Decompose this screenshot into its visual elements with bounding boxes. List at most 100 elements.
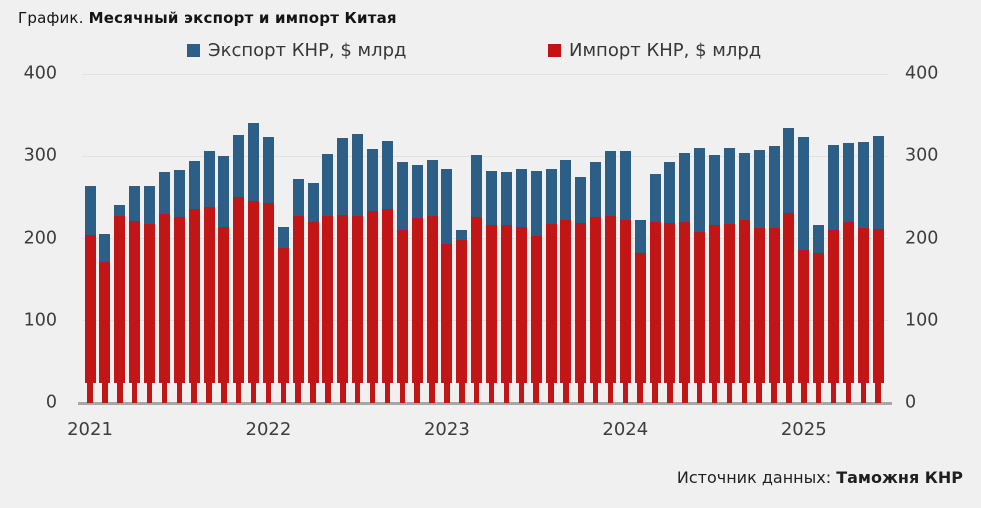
bar-stem-2021-11: [235, 383, 242, 403]
bar-stem-2025-04: [845, 383, 852, 403]
chart-title: График. Месячный экспорт и импорт Китая: [18, 9, 397, 27]
bar-import-2023-04: [486, 225, 497, 383]
bar-stem-2024-07: [711, 383, 718, 403]
bar-import-2024-09: [738, 219, 750, 383]
bar-import-2021-05: [144, 223, 155, 383]
bar-stem-2025-01: [801, 383, 807, 403]
bar-stem-2021-12: [250, 383, 257, 403]
bar-stem-2021-10: [221, 383, 227, 403]
legend-import-label: Импорт КНР, $ млрд: [569, 40, 762, 61]
bar-stem-2021-05: [146, 383, 153, 403]
import-legend-swatch-icon: [548, 44, 561, 57]
y-tick-left-300: 300: [23, 145, 57, 166]
bar-import-2021-09: [203, 207, 215, 383]
bar-import-2022-11: [411, 217, 423, 383]
y-tick-left-400: 400: [23, 63, 57, 84]
chart-title-prefix: График.: [18, 9, 84, 27]
bar-import-2024-01: [619, 220, 631, 383]
bar-stem-2022-05: [325, 383, 331, 403]
bar-import-2022-09: [381, 208, 393, 383]
bar-stem-2024-11: [771, 383, 777, 403]
bar-stem-2024-04: [667, 383, 673, 403]
bar-import-2023-10: [575, 222, 587, 383]
bar-import-2024-07: [709, 224, 720, 383]
bar-stem-2023-09: [563, 383, 569, 403]
bar-stem-2021-07: [176, 383, 182, 403]
x-tick-2022: 2022: [245, 419, 292, 440]
bar-stem-2022-06: [340, 383, 346, 403]
bar-import-2022-05: [322, 216, 334, 383]
bar-import-2023-06: [515, 227, 527, 383]
bar-stem-2022-10: [399, 383, 405, 403]
bar-import-2025-06: [872, 228, 884, 383]
source-note: Источник данных: Таможня КНР: [677, 468, 963, 487]
y-tick-right-200: 200: [905, 227, 939, 248]
bar-stem-2025-06: [875, 383, 881, 403]
bar-stem-2022-12: [429, 383, 435, 403]
y-tick-right-0: 0: [905, 392, 917, 413]
y-tick-right-100: 100: [905, 310, 939, 330]
bar-stem-2021-08: [191, 383, 197, 403]
bar-stem-2023-06: [518, 383, 524, 403]
bar-import-2022-04: [307, 222, 319, 383]
bar-import-2025-05: [857, 227, 869, 383]
bar-import-2021-04: [129, 221, 141, 383]
bar-import-2021-01: [84, 235, 96, 383]
bar-stem-2024-08: [726, 383, 733, 403]
bar-import-2024-06: [694, 231, 706, 383]
bar-import-2024-08: [723, 223, 735, 383]
chart-title-main: Месячный экспорт и импорт Китая: [88, 9, 397, 27]
bar-stem-2022-02: [280, 383, 287, 403]
bar-stem-2023-10: [578, 383, 584, 403]
x-axis-line: [78, 402, 892, 405]
bar-stem-2022-11: [414, 383, 420, 403]
bar-stem-2024-09: [741, 383, 747, 403]
bar-import-2023-01: [441, 244, 453, 383]
bar-import-2023-05: [500, 225, 512, 383]
bar-stem-2024-01: [622, 383, 629, 403]
bar-import-2022-06: [337, 214, 349, 383]
source-name: Таможня КНР: [836, 468, 963, 487]
y-tick-right-300: 300: [905, 145, 939, 166]
bar-import-2021-03: [114, 215, 126, 383]
bar-stem-2025-03: [830, 383, 837, 403]
x-tick-2023: 2023: [423, 419, 470, 440]
x-tick-2021: 2021: [67, 419, 113, 440]
gridline-300: [82, 155, 888, 157]
bar-stem-2023-02: [459, 383, 465, 403]
bar-stem-2025-02: [815, 383, 822, 403]
export-legend-swatch-icon: [187, 44, 200, 57]
plot-area: [78, 73, 892, 405]
bar-stem-2022-04: [310, 383, 316, 403]
bar-import-2022-07: [352, 215, 364, 383]
bar-import-2024-10: [753, 227, 765, 383]
y-tick-left-100: 100: [23, 310, 57, 330]
bar-stem-2024-06: [696, 383, 703, 403]
bar-import-2021-07: [173, 217, 185, 383]
bar-import-2025-01: [798, 250, 810, 383]
bar-import-2024-03: [649, 222, 661, 383]
bar-import-2025-04: [842, 222, 854, 383]
legend-item-import: Импорт КНР, $ млрд: [548, 40, 761, 61]
bar-stem-2023-08: [548, 383, 554, 403]
x-tick-2025: 2025: [780, 419, 827, 440]
bar-import-2023-12: [604, 215, 616, 383]
bar-import-2023-09: [560, 220, 572, 383]
legend-export-label: Экспорт КНР, $ млрд: [208, 40, 407, 61]
bar-stem-2024-10: [756, 383, 762, 403]
bar-import-2022-02: [277, 248, 289, 383]
bar-import-2024-12: [783, 213, 795, 383]
bar-stem-2024-05: [682, 383, 688, 403]
gridline-200: [82, 238, 888, 239]
bar-import-2021-12: [248, 200, 260, 383]
bar-stem-2023-07: [533, 383, 539, 403]
bar-import-2024-05: [679, 222, 691, 383]
bar-stem-2024-03: [652, 383, 658, 403]
bar-stem-2022-09: [384, 383, 391, 403]
bar-import-2024-02: [634, 253, 646, 383]
bar-stem-2021-09: [206, 383, 212, 403]
bar-import-2022-10: [396, 230, 408, 383]
bar-stem-2022-01: [265, 383, 272, 403]
bar-import-2025-03: [828, 229, 839, 383]
